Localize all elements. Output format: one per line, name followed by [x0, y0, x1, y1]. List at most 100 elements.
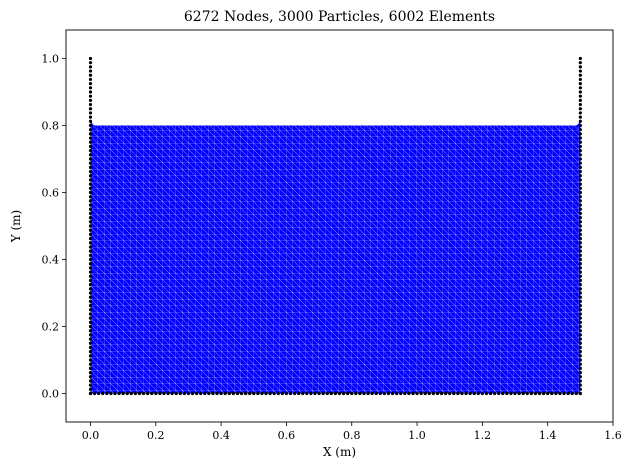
boundary-node: [452, 391, 456, 396]
boundary-node: [501, 391, 505, 396]
boundary-node: [578, 350, 582, 354]
y-axis-label: Y (m): [9, 210, 23, 243]
boundary-node: [88, 333, 93, 337]
plot-area: [88, 56, 582, 396]
boundary-node: [88, 262, 93, 266]
boundary-node: [578, 329, 582, 333]
boundary-node: [403, 391, 407, 396]
y-tick-label: 0.0: [42, 388, 60, 401]
boundary-node: [419, 391, 423, 396]
boundary-node: [88, 161, 93, 165]
boundary-node: [529, 391, 533, 396]
boundary-node: [88, 199, 93, 203]
boundary-node: [578, 366, 582, 370]
boundary-node: [395, 391, 399, 396]
boundary-node: [578, 341, 582, 345]
meniscus-left: [90, 118, 96, 126]
boundary-node: [305, 391, 309, 396]
boundary-node: [578, 358, 582, 362]
x-tick-label: 1.4: [539, 429, 557, 442]
boundary-node: [268, 391, 272, 396]
boundary-node: [578, 337, 582, 341]
boundary-node: [468, 391, 472, 396]
x-tick-label: 1.2: [474, 429, 492, 442]
boundary-node: [574, 391, 578, 396]
boundary-node: [88, 73, 93, 77]
boundary-node: [88, 341, 93, 345]
boundary-node: [578, 102, 582, 107]
boundary-node: [288, 391, 293, 396]
boundary-node: [480, 391, 484, 396]
boundary-node: [244, 391, 248, 396]
boundary-node: [199, 391, 203, 396]
boundary-node: [578, 312, 582, 316]
boundary-node: [513, 391, 517, 396]
boundary-node: [578, 169, 582, 174]
boundary-node: [505, 391, 509, 396]
boundary-node: [456, 391, 460, 396]
boundary-node: [578, 82, 582, 86]
boundary-node: [578, 98, 582, 102]
boundary-node: [411, 391, 415, 396]
boundary-node: [223, 391, 227, 396]
boundary-node: [578, 295, 582, 299]
boundary-node: [578, 111, 582, 115]
boundary-node: [280, 391, 284, 396]
boundary-node: [88, 257, 93, 262]
boundary-node: [105, 391, 109, 396]
boundary-node: [578, 186, 582, 190]
boundary-node: [88, 115, 93, 119]
boundary-node: [88, 111, 93, 115]
boundary-node: [578, 236, 582, 241]
y-tick-label: 0.8: [42, 119, 60, 132]
boundary-node: [354, 391, 358, 396]
boundary-node: [88, 128, 93, 132]
boundary-node: [578, 56, 582, 61]
boundary-node: [472, 391, 476, 396]
boundary-node: [121, 391, 125, 396]
boundary-node: [88, 86, 93, 90]
boundary-node: [390, 391, 395, 396]
boundary-node: [346, 391, 350, 396]
boundary-node: [88, 362, 93, 366]
boundary-node: [439, 391, 444, 396]
boundary-node: [525, 391, 529, 396]
boundary-node: [578, 379, 582, 383]
boundary-node: [88, 278, 93, 283]
boundary-node: [88, 144, 93, 149]
boundary-node: [497, 391, 501, 396]
boundary-node: [88, 140, 93, 144]
boundary-node: [88, 370, 93, 375]
boundary-node: [88, 320, 93, 324]
boundary-node: [578, 61, 582, 65]
boundary-node: [207, 391, 211, 396]
boundary-node: [88, 220, 93, 224]
boundary-node: [113, 391, 117, 396]
boundary-node: [578, 144, 582, 149]
boundary-node: [252, 391, 256, 396]
boundary-node: [578, 291, 582, 295]
boundary-node: [88, 77, 93, 82]
boundary-node: [88, 136, 93, 140]
boundary-node: [562, 391, 566, 396]
boundary-node: [88, 211, 93, 216]
boundary-node: [533, 391, 538, 396]
boundary-node: [88, 379, 93, 383]
boundary-node: [88, 266, 93, 270]
boundary-node: [186, 391, 191, 396]
boundary-node: [325, 391, 329, 396]
boundary-node: [578, 165, 582, 169]
boundary-node: [578, 283, 582, 287]
boundary-node: [256, 391, 260, 396]
boundary-node: [578, 220, 582, 224]
boundary-node: [88, 345, 93, 350]
boundary-node: [578, 316, 582, 320]
boundary-node: [88, 207, 93, 211]
boundary-node: [578, 178, 582, 182]
boundary-node: [399, 391, 403, 396]
boundary-node: [578, 149, 582, 153]
boundary-node: [464, 391, 468, 396]
boundary-node: [578, 140, 582, 144]
fluid-region: [90, 125, 581, 394]
boundary-node: [578, 308, 582, 312]
